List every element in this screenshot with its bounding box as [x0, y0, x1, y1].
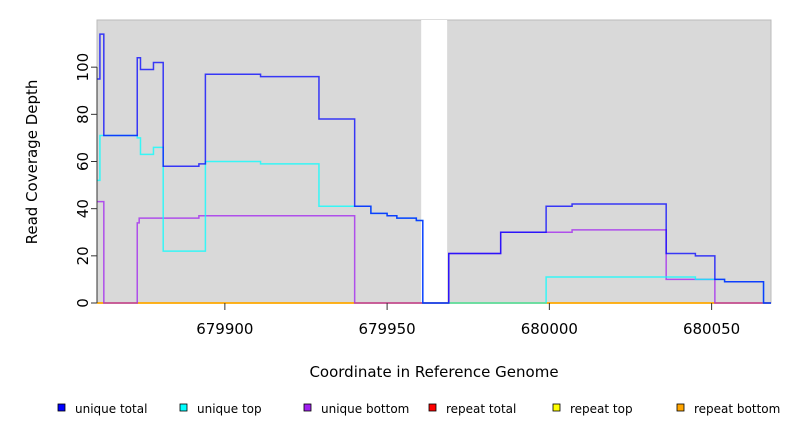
y-tick-label: 100 — [74, 53, 92, 82]
legend-label: repeat total — [446, 402, 516, 416]
y-axis-label: Read Coverage Depth — [23, 80, 41, 245]
legend-swatch — [179, 403, 188, 412]
legend: unique total unique top unique bottom repea… — [57, 402, 780, 416]
series-line-unique-total — [97, 33, 771, 304]
x-tick-label: 680050 — [683, 320, 740, 338]
legend-item: repeat top — [552, 402, 633, 416]
x-tick-label: 679950 — [358, 320, 415, 338]
legend-label: repeat bottom — [694, 402, 780, 416]
y-tick-label: 60 — [74, 152, 92, 171]
legend-label: repeat top — [570, 402, 633, 416]
legend-swatch — [57, 403, 66, 412]
uncovered-region — [421, 20, 448, 303]
y-tick-label: 20 — [74, 246, 92, 265]
legend-label: unique bottom — [321, 402, 409, 416]
y-tick-label: 0 — [74, 298, 92, 308]
x-axis-label: Coordinate in Reference Genome — [309, 363, 558, 381]
legend-label: unique top — [197, 402, 262, 416]
x-tick-label: 680000 — [521, 320, 578, 338]
y-tick-label: 80 — [74, 105, 92, 124]
legend-item: unique total — [57, 402, 147, 416]
legend-swatch — [676, 403, 685, 412]
legend-swatch — [552, 403, 561, 412]
series-lines — [97, 33, 771, 304]
y-tick-label: 40 — [74, 199, 92, 218]
x-tick-label: 679900 — [196, 320, 253, 338]
legend-swatch — [428, 403, 437, 412]
legend-item: repeat bottom — [676, 402, 780, 416]
legend-label: unique total — [75, 402, 147, 416]
axes: 0 20 40 60 80 100 679900 679950 680000 680050 — [74, 53, 740, 338]
legend-item: unique bottom — [303, 402, 409, 416]
legend-swatch — [303, 403, 312, 412]
legend-item: unique top — [179, 402, 262, 416]
legend-item: repeat total — [428, 402, 516, 416]
